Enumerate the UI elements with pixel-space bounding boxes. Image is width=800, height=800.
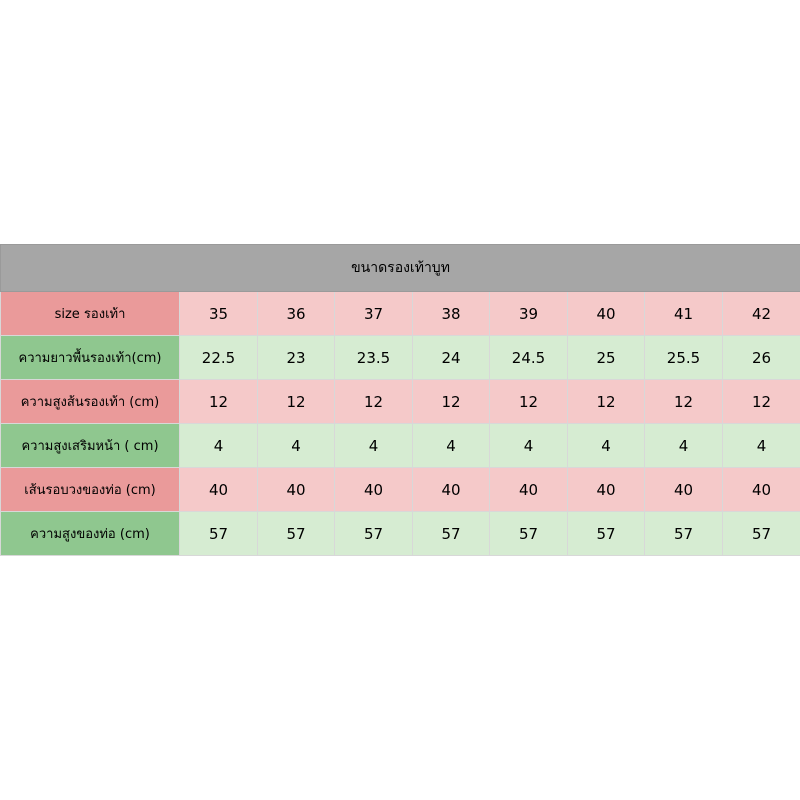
size-value-cell: 24.5: [489, 335, 568, 380]
size-value-cell: 37: [334, 291, 413, 336]
size-value-cell: 4: [334, 423, 413, 468]
size-value-cell: 12: [412, 379, 490, 424]
size-value-cell: 57: [179, 511, 258, 556]
size-value-cell: 12: [334, 379, 413, 424]
table-row: เส้นรอบวงของท่อ (cm) 40 40 40 40 40 40 40 40: [0, 467, 800, 512]
row-label: ความสูงของท่อ (cm): [0, 511, 180, 556]
size-value-cell: 57: [334, 511, 413, 556]
size-value-cell: 26: [721, 335, 800, 380]
size-value-cell: 40: [257, 467, 335, 512]
size-value-cell: 57: [721, 511, 800, 556]
row-label: ความยาวพื้นรองเท้า(cm): [0, 335, 180, 380]
size-value-cell: 4: [257, 423, 335, 468]
size-value-cell: 57: [644, 511, 723, 556]
size-value-cell: 25: [567, 335, 645, 380]
size-value-cell: 12: [644, 379, 723, 424]
size-value-cell: 12: [257, 379, 335, 424]
size-value-cell: 57: [567, 511, 645, 556]
boot-size-table: ขนาดรองเท้าบูท size รองเท้า 35 36 37 38 39 40 4…: [0, 244, 800, 556]
table-row: ความยาวพื้นรองเท้า(cm) 22.5 23 23.5 24 24.5 25…: [0, 335, 800, 380]
size-value-cell: 23: [257, 335, 335, 380]
table-row: ความสูงของท่อ (cm) 57 57 57 57 57 57 57 57: [0, 511, 800, 556]
size-value-cell: 57: [489, 511, 568, 556]
size-value-cell: 12: [179, 379, 258, 424]
size-value-cell: 4: [489, 423, 568, 468]
size-value-cell: 12: [567, 379, 645, 424]
size-value-cell: 4: [644, 423, 723, 468]
size-value-cell: 12: [489, 379, 568, 424]
size-value-cell: 57: [257, 511, 335, 556]
size-value-cell: 57: [412, 511, 490, 556]
size-value-cell: 38: [412, 291, 490, 336]
size-value-cell: 40: [567, 291, 645, 336]
size-value-cell: 35: [179, 291, 258, 336]
size-value-cell: 40: [567, 467, 645, 512]
size-value-cell: 23.5: [334, 335, 413, 380]
size-value-cell: 25.5: [644, 335, 723, 380]
size-value-cell: 22.5: [179, 335, 258, 380]
size-value-cell: 41: [644, 291, 723, 336]
size-value-cell: 24: [412, 335, 490, 380]
size-value-cell: 42: [721, 291, 800, 336]
size-value-cell: 4: [179, 423, 258, 468]
size-value-cell: 40: [721, 467, 800, 512]
table-row: size รองเท้า 35 36 37 38 39 40 41 42: [0, 291, 800, 336]
row-label: ความสูงส้นรองเท้า (cm): [0, 379, 180, 424]
size-value-cell: 40: [412, 467, 490, 512]
row-label: ความสูงเสริมหน้า ( cm): [0, 423, 180, 468]
row-label: เส้นรอบวงของท่อ (cm): [0, 467, 180, 512]
table-row: ความสูงเสริมหน้า ( cm) 4 4 4 4 4 4 4 4: [0, 423, 800, 468]
size-value-cell: 4: [721, 423, 800, 468]
table-title: ขนาดรองเท้าบูท: [0, 244, 800, 292]
size-value-cell: 40: [334, 467, 413, 512]
row-label: size รองเท้า: [0, 291, 180, 336]
title-row: ขนาดรองเท้าบูท: [0, 244, 800, 292]
table-row: ความสูงส้นรองเท้า (cm) 12 12 12 12 12 12 12 12: [0, 379, 800, 424]
size-value-cell: 40: [644, 467, 723, 512]
size-value-cell: 40: [179, 467, 258, 512]
size-value-cell: 40: [489, 467, 568, 512]
size-value-cell: 12: [721, 379, 800, 424]
size-value-cell: 4: [412, 423, 490, 468]
size-value-cell: 39: [489, 291, 568, 336]
size-value-cell: 4: [567, 423, 645, 468]
size-value-cell: 36: [257, 291, 335, 336]
